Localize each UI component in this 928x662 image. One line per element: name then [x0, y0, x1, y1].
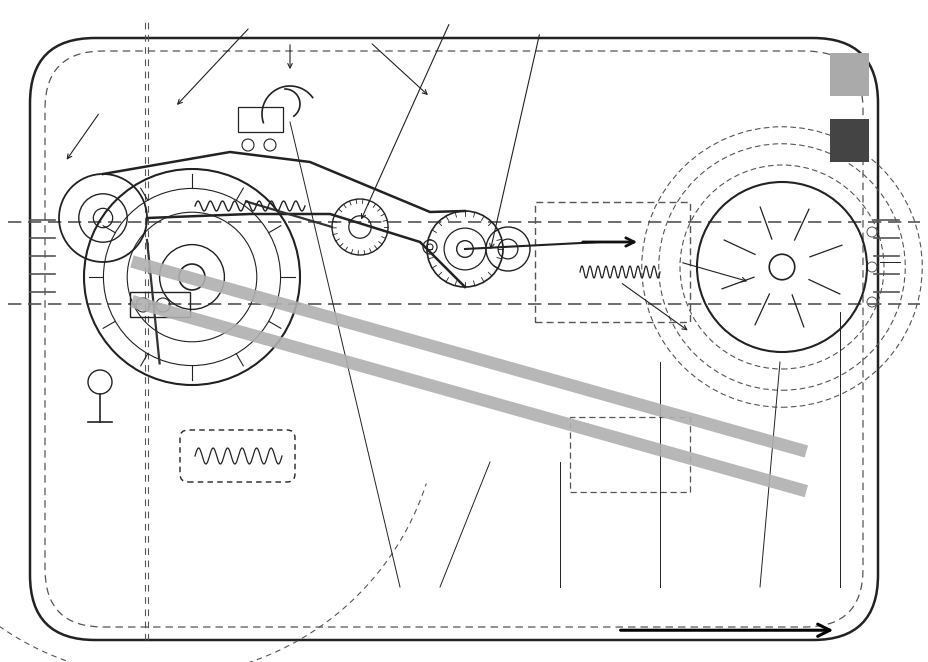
- Bar: [130, 292, 190, 317]
- Bar: [829, 119, 868, 162]
- Bar: [570, 417, 690, 492]
- Bar: [238, 107, 283, 132]
- Bar: [829, 53, 868, 96]
- FancyBboxPatch shape: [30, 38, 877, 640]
- Bar: [535, 202, 690, 322]
